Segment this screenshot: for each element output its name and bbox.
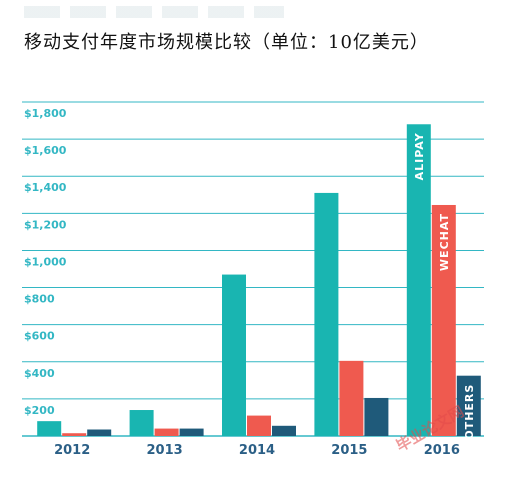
chart-title: 移动支付年度市场规模比较（单位：10亿美元） [24, 32, 429, 53]
bar-alipay-2012 [37, 421, 62, 436]
bar-others-2015 [364, 397, 389, 436]
bar-others-2016 [456, 375, 481, 436]
y-tick-label: $800 [24, 293, 55, 306]
x-tick-label: 2013 [147, 443, 183, 458]
bar-wechat-2013 [154, 428, 179, 436]
series-label-wechat: WECHAT [438, 213, 451, 271]
y-tick-label: $1,600 [24, 144, 67, 157]
bar-wechat-2015 [339, 360, 364, 436]
bar-alipay-2015 [314, 192, 339, 436]
y-tick-label: $1,000 [24, 255, 67, 268]
faded-header-strip [24, 6, 284, 18]
bar-wechat-2016 [431, 204, 456, 436]
series-label-alipay: ALIPAY [413, 132, 426, 180]
bar-alipay-2016 [406, 124, 431, 437]
x-tick-label: 2015 [331, 443, 367, 458]
series-label-others: OTHERS [463, 384, 476, 440]
x-tick-label: 2016 [424, 443, 460, 458]
bar-alipay-2013 [129, 410, 154, 436]
bar-others-2012 [87, 429, 112, 436]
y-tick-label: $200 [24, 404, 55, 417]
bar-others-2013 [179, 428, 204, 436]
y-tick-label: $1,800 [24, 107, 67, 120]
bar-wechat-2014 [247, 415, 271, 436]
y-tick-label: $1,200 [24, 218, 67, 231]
y-tick-label: $600 [24, 330, 55, 343]
y-tick-label: $400 [24, 367, 55, 380]
y-tick-label: $1,400 [24, 181, 67, 194]
x-tick-label: 2012 [54, 443, 90, 458]
x-tick-label: 2014 [239, 443, 275, 458]
bar-others-2014 [272, 425, 296, 436]
bar-alipay-2014 [222, 274, 246, 436]
bar-wechat-2012 [62, 433, 87, 436]
